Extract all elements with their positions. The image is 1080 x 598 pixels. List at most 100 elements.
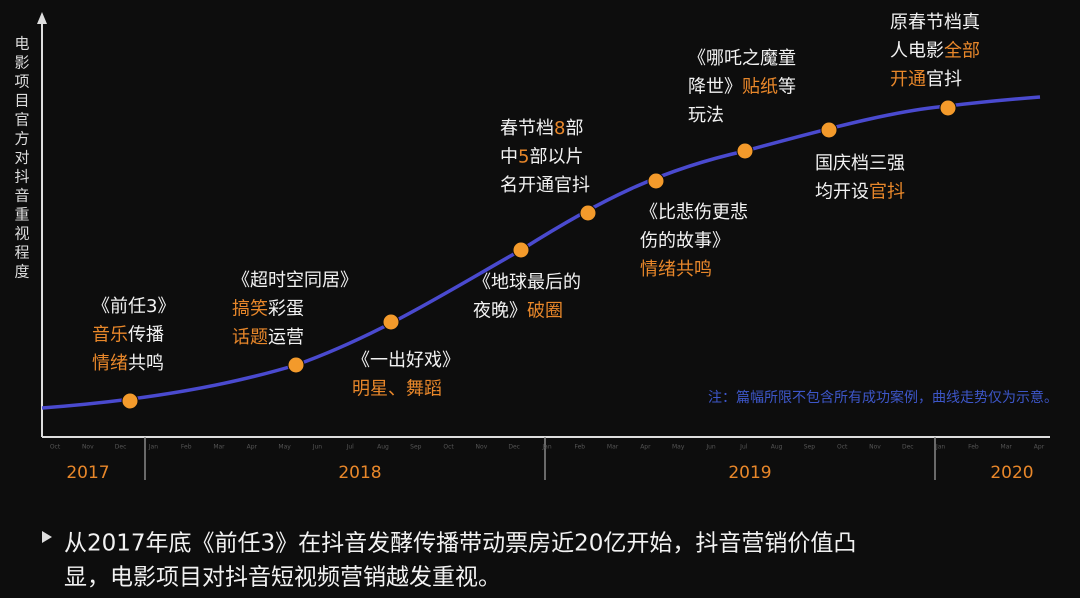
annotation-text: 玩法 bbox=[688, 105, 724, 126]
bullet bbox=[42, 531, 52, 543]
annotation-text: 伤的故事》 bbox=[640, 231, 730, 252]
annotation-text: 《哪吒之魔童 bbox=[688, 48, 796, 69]
annotation-text: 情绪共鸣 bbox=[640, 259, 712, 280]
annotation-text: 5 bbox=[518, 147, 529, 168]
annotation-line: 降世》贴纸等 bbox=[688, 77, 796, 98]
y-axis-label-char: 重 bbox=[14, 206, 29, 224]
month-label: Jan bbox=[935, 444, 945, 451]
month-label: Feb bbox=[968, 444, 979, 451]
annotation-text: 《地球最后的 bbox=[473, 272, 581, 293]
month-label: Feb bbox=[574, 444, 585, 451]
annotation-text: 夜晚》 bbox=[473, 301, 527, 322]
y-axis-label-char: 视 bbox=[14, 225, 29, 243]
year-label: 2019 bbox=[728, 463, 771, 483]
month-label: Sep bbox=[804, 444, 816, 451]
annotation-line: 《一出好戏》 bbox=[352, 350, 460, 371]
annotation-text: 部 bbox=[565, 118, 583, 139]
annotation-text: 官抖 bbox=[926, 69, 962, 90]
annotation-text: 情绪 bbox=[92, 353, 128, 374]
month-label: Dec bbox=[508, 444, 520, 451]
summary-line: 显，电影项目对抖音短视频营销越发重视。 bbox=[64, 565, 501, 591]
annotation-line: 情绪共鸣 bbox=[92, 353, 164, 374]
annotation-text: 均开设 bbox=[815, 182, 869, 203]
summary-line: 从2017年底《前任3》在抖音发酵传播带动票房近20亿开始，抖音营销价值凸 bbox=[64, 531, 856, 557]
y-axis-label-char: 电 bbox=[14, 35, 29, 53]
month-label: Oct bbox=[443, 444, 454, 451]
annotation-text: 彩蛋 bbox=[268, 299, 304, 320]
annotation-text: 音乐 bbox=[92, 325, 128, 346]
annotation-line: 夜晚》破圈 bbox=[473, 301, 563, 322]
annotation-line: 情绪共鸣 bbox=[640, 259, 712, 280]
month-label: Aug bbox=[771, 444, 783, 451]
trend-curve bbox=[41, 95, 1041, 410]
month-label: Oct bbox=[50, 444, 61, 451]
annotation-line: 名开通官抖 bbox=[500, 175, 590, 196]
y-axis-label-char: 官 bbox=[14, 111, 29, 129]
year-label: 2020 bbox=[990, 463, 1033, 483]
annotation-text: 传播 bbox=[128, 325, 164, 346]
month-label: Nov bbox=[869, 444, 881, 451]
month-label: Mar bbox=[607, 444, 619, 451]
month-label: Jun bbox=[705, 444, 716, 451]
annotation-text: 中 bbox=[500, 147, 518, 168]
annotation-text: 《比悲伤更悲 bbox=[640, 202, 748, 223]
month-label: Mar bbox=[213, 444, 225, 451]
y-axis-label-char: 音 bbox=[14, 187, 29, 205]
month-label: Dec bbox=[902, 444, 914, 451]
annotation-text: 运营 bbox=[268, 327, 304, 348]
milestone-dot bbox=[287, 356, 305, 374]
milestone-dot bbox=[820, 121, 838, 139]
annotation-line: 伤的故事》 bbox=[640, 231, 730, 252]
annotation-text: 破圈 bbox=[527, 301, 563, 322]
y-axis-label-char: 方 bbox=[14, 130, 29, 148]
annotation-text: 部以片 bbox=[529, 147, 583, 168]
milestone-dot bbox=[121, 392, 139, 410]
annotation-line: 玩法 bbox=[688, 105, 724, 126]
milestone-dot bbox=[736, 142, 754, 160]
annotation-text: 原春节档真 bbox=[890, 12, 980, 33]
y-axis-label-char: 对 bbox=[14, 149, 29, 167]
y-axis-label-char: 程 bbox=[14, 244, 29, 262]
year-label: 2017 bbox=[66, 463, 109, 483]
milestones bbox=[121, 99, 957, 410]
annotation-text: 话题 bbox=[232, 327, 268, 348]
annotation-line: 话题运营 bbox=[232, 327, 304, 348]
annotation-text: 贴纸 bbox=[742, 77, 778, 98]
annotation-text: 共鸣 bbox=[128, 353, 164, 374]
annotation-line: 明星、舞蹈 bbox=[352, 379, 442, 400]
annotation-line: 国庆档三强 bbox=[815, 153, 905, 174]
month-label: Apr bbox=[247, 444, 258, 451]
annotation-line: 原春节档真 bbox=[890, 12, 980, 33]
milestone-dot bbox=[512, 241, 530, 259]
annotation-text: 全部 bbox=[944, 41, 980, 62]
month-label: Mar bbox=[1001, 444, 1013, 451]
annotation-text: 《一出好戏》 bbox=[352, 350, 460, 371]
annotation-line: 人电影全部 bbox=[890, 41, 980, 62]
month-label: Feb bbox=[181, 444, 192, 451]
y-axis-label-char: 影 bbox=[14, 54, 29, 72]
y-axis-arrow bbox=[37, 12, 47, 24]
annotation-line: 中5部以片 bbox=[500, 147, 583, 168]
annotation-text: 春节档 bbox=[500, 118, 554, 139]
month-label: Nov bbox=[476, 444, 488, 451]
y-axis-label-char: 目 bbox=[14, 92, 29, 110]
annotation-text: 《超时空同居》 bbox=[232, 270, 358, 291]
annotation-line: 《地球最后的 bbox=[473, 272, 581, 293]
year-label: 2018 bbox=[338, 463, 381, 483]
annotation-line: 《哪吒之魔童 bbox=[688, 48, 796, 69]
annotation-line: 春节档8部 bbox=[500, 118, 583, 139]
month-label: Jan bbox=[541, 444, 551, 451]
annotation-text: 官抖 bbox=[869, 182, 905, 203]
annotation-line: 《前任3》 bbox=[92, 296, 175, 317]
month-label: Oct bbox=[837, 444, 848, 451]
month-label: May bbox=[672, 444, 685, 451]
annotation-line: 《超时空同居》 bbox=[232, 270, 358, 291]
milestone-dot bbox=[647, 172, 665, 190]
milestone-dot bbox=[382, 313, 400, 331]
annotation-text: 明星、舞蹈 bbox=[352, 379, 442, 400]
month-label: Aug bbox=[377, 444, 389, 451]
annotation-text: 名开通官抖 bbox=[500, 175, 590, 196]
annotation-line: 开通官抖 bbox=[890, 69, 962, 90]
